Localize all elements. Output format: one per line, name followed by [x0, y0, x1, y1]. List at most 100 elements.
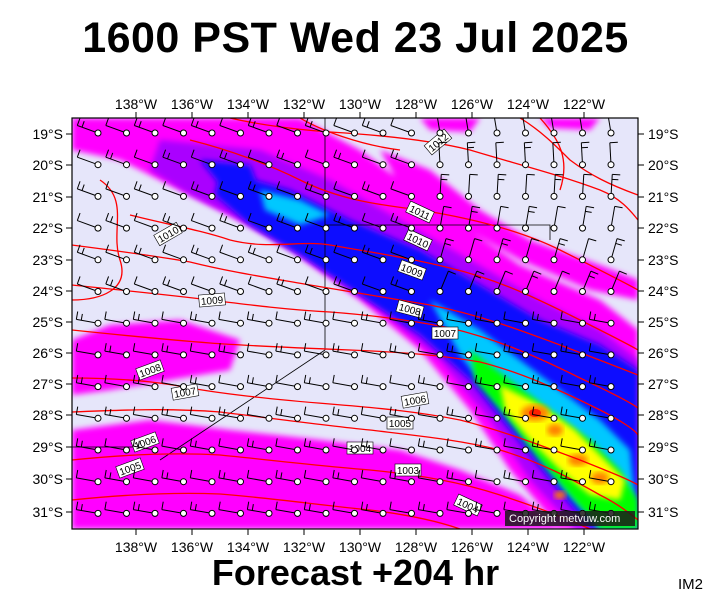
wind-barb — [246, 343, 273, 359]
wind-barb — [218, 343, 244, 359]
wind-barb — [161, 438, 187, 454]
lat-label-right: 31°S — [648, 504, 679, 520]
wind-barb — [218, 374, 244, 391]
wind-barb — [275, 406, 301, 422]
map-title: 1600 PST Wed 23 Jul 2025 — [82, 14, 629, 62]
wind-barb — [417, 343, 444, 359]
wind-barb — [332, 343, 358, 359]
wind-barb — [531, 406, 558, 422]
wind-barb — [303, 406, 330, 422]
wind-barb — [189, 311, 216, 327]
wind-barb — [417, 311, 444, 327]
lat-label-right: 28°S — [648, 407, 679, 423]
wind-barb — [275, 311, 301, 327]
wind-barb — [219, 118, 244, 137]
wind-barb — [436, 173, 450, 200]
lat-label-left: 19°S — [32, 126, 63, 142]
wind-barb — [75, 469, 102, 486]
lat-label-left: 21°S — [32, 189, 63, 205]
wind-barb — [588, 438, 615, 454]
wind-barb — [522, 118, 529, 137]
wind-barb — [607, 141, 618, 169]
lat-label-right: 26°S — [648, 345, 679, 361]
lat-label-right: 23°S — [648, 252, 679, 268]
lon-label-bottom: 130°W — [339, 539, 382, 555]
isobar-label: 1003 — [394, 463, 422, 477]
lon-label-top: 130°W — [339, 96, 382, 112]
svg-text:1003: 1003 — [397, 466, 420, 477]
wind-barb — [579, 238, 597, 264]
lat-label-left: 28°S — [32, 407, 63, 423]
wind-barb — [75, 343, 102, 359]
wind-barb — [436, 141, 447, 169]
wind-barb — [436, 205, 452, 232]
wind-barb — [465, 141, 476, 169]
wind-barb — [132, 311, 159, 327]
wind-barb — [219, 212, 244, 232]
lon-label-bottom: 128°W — [395, 539, 438, 555]
wind-barb — [417, 501, 444, 517]
wind-barb — [189, 438, 216, 454]
svg-text:1006: 1006 — [403, 394, 427, 409]
lon-label-bottom: 134°W — [227, 539, 270, 555]
wind-barb — [560, 374, 586, 391]
wind-barb — [361, 244, 387, 264]
wind-barb — [579, 141, 590, 169]
wind-barb — [436, 238, 454, 264]
wind-barb — [474, 469, 501, 486]
wind-barb — [246, 469, 273, 486]
wind-barb — [560, 406, 586, 422]
wind-barb — [304, 118, 330, 137]
wind-barb — [474, 311, 501, 327]
wind-barb — [303, 438, 330, 454]
lon-label-top: 132°W — [283, 96, 326, 112]
wind-barb — [493, 270, 513, 295]
wind-barb — [446, 501, 472, 517]
lat-label-left: 23°S — [32, 252, 63, 268]
wind-barb — [560, 438, 586, 454]
wind-barb — [247, 181, 273, 200]
wind-barb — [360, 374, 387, 391]
wind-barb — [390, 181, 415, 200]
wind-barb — [389, 501, 415, 517]
wind-barb — [332, 438, 358, 454]
lon-label-top: 134°W — [227, 96, 270, 112]
axis-ticks: 138°W 138°W 136°W 136°W 134°W 134°W 132°W 132°W… — [32, 96, 678, 555]
svg-text:1007: 1007 — [434, 329, 457, 340]
wind-barb — [276, 181, 301, 200]
precip-band-topright — [420, 118, 480, 132]
wind-barbs — [75, 118, 627, 517]
wind-barb — [503, 311, 529, 327]
wind-barb — [246, 374, 273, 391]
wind-barb — [389, 374, 415, 391]
wind-barb — [190, 149, 216, 169]
wind-barb — [417, 374, 444, 391]
wind-barb — [104, 311, 130, 327]
wind-barb — [360, 438, 387, 454]
wind-barb — [446, 438, 472, 454]
wind-barb — [190, 276, 216, 295]
wind-barb — [276, 276, 301, 295]
wind-barb — [360, 343, 387, 359]
wind-barb — [104, 374, 130, 391]
wind-barb — [550, 118, 558, 137]
isobar-label: 1004 — [453, 493, 483, 517]
wind-barb — [162, 244, 187, 264]
svg-text:1004: 1004 — [349, 444, 372, 455]
wind-barb — [560, 311, 586, 327]
wind-barb — [132, 438, 159, 454]
wind-barb — [276, 212, 301, 232]
wind-barb — [607, 238, 625, 264]
lon-label-top: 124°W — [507, 96, 550, 112]
wind-barb — [161, 406, 187, 422]
isobar-line — [229, 118, 638, 221]
wind-barb — [531, 469, 558, 486]
lat-label-right: 27°S — [648, 376, 679, 392]
wind-barb — [247, 212, 273, 232]
wind-barb — [104, 469, 130, 486]
lat-label-right: 24°S — [648, 283, 679, 299]
wind-barb — [218, 501, 244, 517]
wind-barb — [275, 374, 301, 391]
wind-barb — [105, 181, 130, 200]
